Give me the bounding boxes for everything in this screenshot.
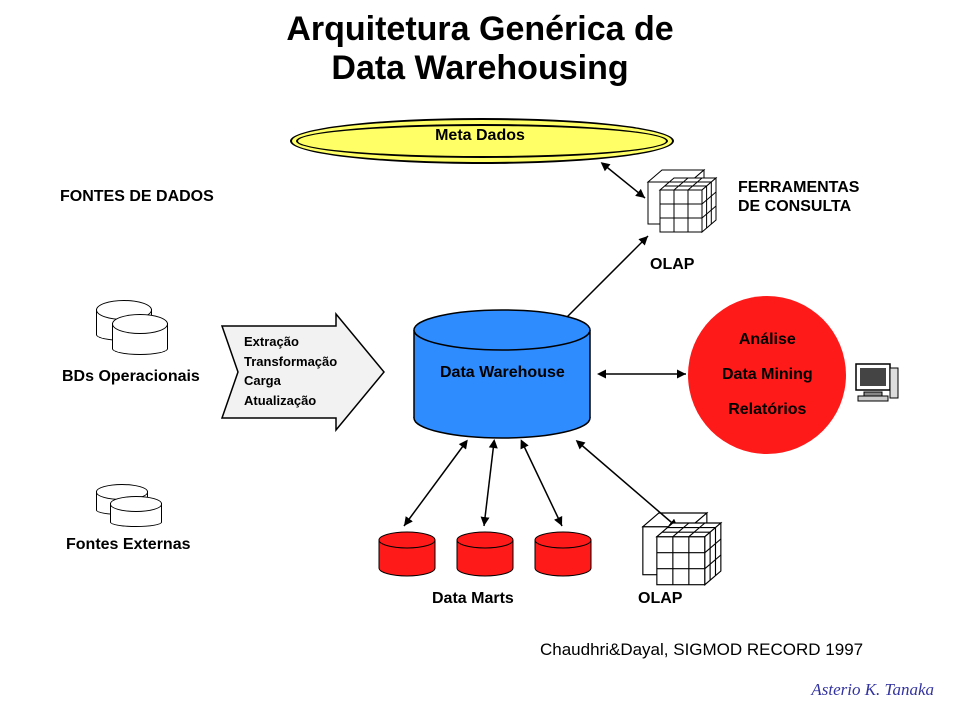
page-title: Arquitetura Genérica de Data Warehousing [0,10,960,88]
etl-labels: Extração Transformação Carga Atualização [244,332,337,410]
olap-top-label: OLAP [650,256,694,274]
bds-operacionais-label: BDs Operacionais [62,368,200,386]
arrow-dw-to-analysis [596,364,692,384]
citation-label: Chaudhri&Dayal, SIGMOD RECORD 1997 [540,640,863,660]
olap-cube-bottom [650,520,730,590]
monitor-icon [852,358,900,406]
datamart-2 [454,530,516,578]
olap-bottom-label: OLAP [638,590,682,608]
analysis-labels: Análise Data Mining Relatórios [722,322,813,428]
analise-label: Análise [739,331,796,348]
etl-atualizacao: Atualização [244,393,316,408]
fontes-externas-label: Fontes Externas [66,536,190,554]
etl-extracao: Extração [244,334,299,349]
title-line1: Arquitetura Genérica de [286,10,673,48]
etl-transformacao: Transformação [244,354,337,369]
meta-dados-label: Meta Dados [290,127,670,145]
data-warehouse-label: Data Warehouse [440,364,565,382]
arrow-olap-to-meta [595,158,655,208]
db-operacionais-icon [96,300,166,356]
etl-carga: Carga [244,373,281,388]
ferramentas-line1: FERRAMENTAS [738,179,859,196]
title-line2: Data Warehousing [331,49,628,87]
data-marts-label: Data Marts [432,590,514,608]
data-mining-label: Data Mining [722,366,813,383]
ferramentas-line2: DE CONSULTA [738,198,851,215]
ferramentas-label: FERRAMENTAS DE CONSULTA [738,178,859,216]
olap-cube-top [654,176,724,236]
fontes-externas-icon [96,484,164,528]
datamart-1 [376,530,438,578]
fontes-de-dados-label: FONTES DE DADOS [60,188,214,206]
datamart-3 [532,530,594,578]
relatorios-label: Relatórios [728,401,806,418]
footer-author: Asterio K. Tanaka [811,680,934,700]
